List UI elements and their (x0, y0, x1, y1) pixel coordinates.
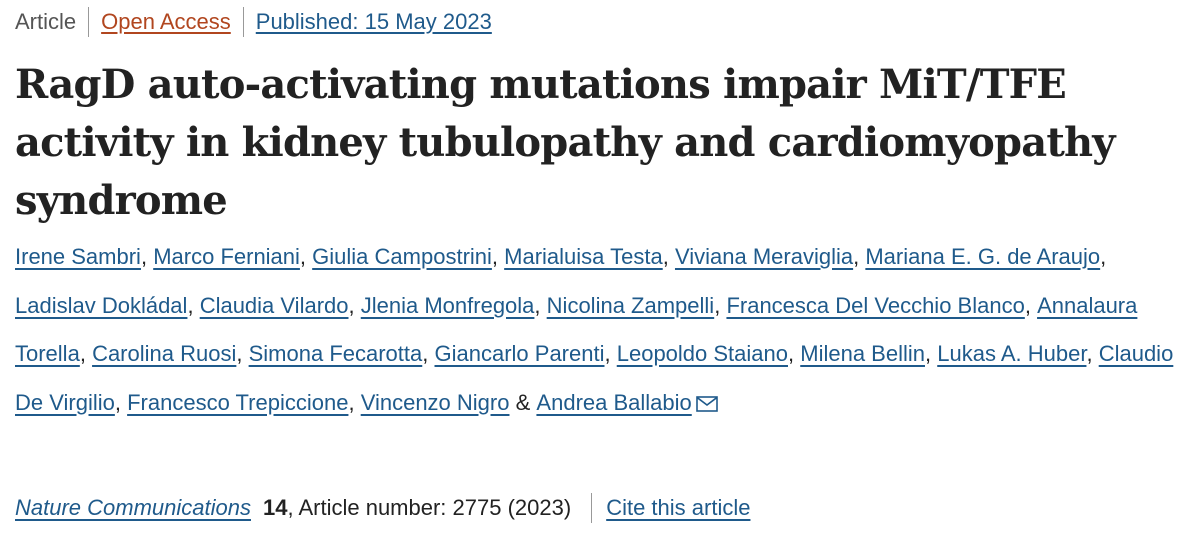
author-item: Carolina Ruosi, (92, 341, 249, 366)
author-item: Leopoldo Staiano, (617, 341, 801, 366)
author-item: Marco Ferniani, (153, 244, 312, 269)
author-separator: , (299, 244, 307, 269)
author-link[interactable]: Nicolina Zampelli (546, 292, 715, 318)
article-meta: Article Open Access Published: 15 May 20… (15, 6, 492, 38)
author-item: Nicolina Zampelli, (547, 293, 727, 318)
author-separator: , (79, 341, 86, 366)
author-link[interactable]: Carolina Ruosi (92, 341, 237, 366)
article-title: RagD auto-activating mutations impair Mi… (15, 61, 1116, 224)
author-link[interactable]: Marco Ferniani (153, 244, 300, 269)
author-separator: , (140, 244, 148, 269)
author-item: Marialuisa Testa, (504, 244, 675, 269)
author-separator: , (348, 389, 355, 415)
author-link[interactable]: Claudia Vilardo (199, 292, 349, 318)
author-link[interactable]: Ladislav Dokládal (15, 292, 188, 318)
author-link[interactable]: Francesco Trepiccione (127, 389, 349, 415)
author-item: Andrea Ballabio (536, 389, 718, 415)
open-access-link[interactable]: Open Access (101, 9, 231, 34)
author-item: Claudia Vilardo, (200, 293, 361, 318)
author-item: Francesco Trepiccione, (127, 390, 361, 415)
author-link[interactable]: Marialuisa Testa (504, 244, 663, 269)
author-item: Vincenzo Nigro & (361, 390, 537, 415)
author-link[interactable]: Mariana E. G. de Araujo (865, 244, 1101, 269)
author-link[interactable]: Irene Sambri (15, 244, 141, 269)
mail-icon[interactable] (695, 395, 718, 412)
author-item: Lukas A. Huber, (937, 341, 1098, 366)
author-link[interactable]: Lukas A. Huber (937, 341, 1087, 366)
volume-number: 14 (262, 495, 288, 520)
author-link[interactable]: Giancarlo Parenti (434, 341, 605, 366)
author-item: Viviana Meraviglia, (675, 244, 865, 269)
author-separator: , (1086, 341, 1093, 366)
author-separator: , (534, 292, 541, 318)
author-separator: , (924, 341, 932, 366)
author-link[interactable]: Annalaura Torella (15, 292, 1138, 367)
author-item: Mariana E. G. de Araujo, (865, 244, 1106, 269)
author-item: Milena Bellin, (800, 341, 937, 366)
author-link[interactable]: Andrea Ballabio (536, 389, 692, 415)
author-list: Irene Sambri, Marco Ferniani, Giulia Cam… (15, 233, 1185, 427)
author-separator: , (491, 244, 499, 269)
author-item: Jlenia Monfregola, (361, 293, 547, 318)
author-link[interactable]: Claudio De Virgilio (15, 341, 1174, 415)
author-separator: , (422, 341, 429, 366)
author-separator: , (348, 292, 355, 318)
author-separator: , (604, 341, 611, 366)
author-separator: , (236, 341, 243, 366)
author-separator: , (788, 341, 795, 366)
author-item: Simona Fecarotta, (249, 341, 435, 366)
author-separator: , (187, 292, 194, 318)
author-item: Claudio De Virgilio, (15, 341, 1173, 415)
cite-this-article-link[interactable]: Cite this article (606, 495, 751, 520)
author-link[interactable]: Milena Bellin (800, 341, 925, 366)
author-separator: & (515, 389, 531, 415)
article-number: , Article number: 2775 (2023) (287, 495, 572, 520)
article-type: Article (15, 9, 77, 34)
author-item: Francesca Del Vecchio Blanco, (726, 293, 1037, 318)
author-link[interactable]: Vincenzo Nigro (360, 389, 510, 415)
divider (242, 7, 244, 37)
author-item: Giancarlo Parenti, (435, 341, 617, 366)
author-item: Ladislav Dokládal, (15, 293, 200, 318)
published-date-link[interactable]: Published: 15 May 2023 (255, 9, 492, 34)
author-link[interactable]: Jlenia Monfregola (360, 292, 535, 318)
author-link[interactable]: Simona Fecarotta (248, 341, 423, 366)
author-link[interactable]: Viviana Meraviglia (674, 244, 854, 269)
author-link[interactable]: Giulia Campostrini (312, 244, 492, 269)
journal-link[interactable]: Nature Communications (15, 495, 251, 520)
author-separator: , (853, 244, 860, 269)
divider (88, 7, 90, 37)
author-item: Irene Sambri, (15, 244, 153, 269)
citation-line: Nature Communications 14 , Article numbe… (15, 491, 750, 525)
author-link[interactable]: Leopoldo Staiano (616, 341, 788, 366)
author-item: Giulia Campostrini, (312, 244, 504, 269)
author-separator: , (662, 244, 669, 269)
author-item: Annalaura Torella, (15, 293, 1137, 367)
author-separator: , (114, 389, 121, 415)
author-separator: , (714, 292, 721, 318)
author-separator: , (1024, 292, 1031, 318)
divider (591, 493, 593, 523)
author-link[interactable]: Francesca Del Vecchio Blanco (726, 292, 1025, 318)
author-separator: , (1100, 244, 1107, 269)
